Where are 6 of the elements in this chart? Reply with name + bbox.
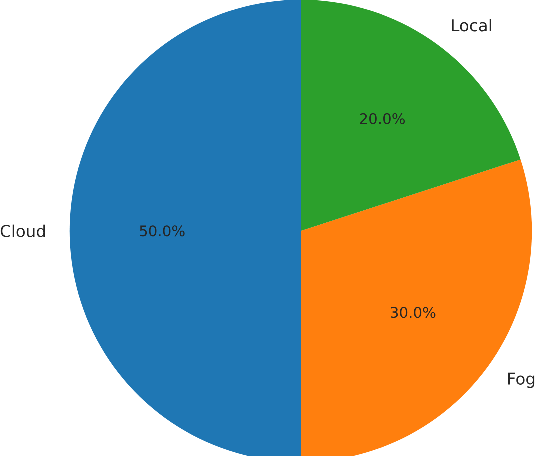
- data-label: 20.0%: [360, 114, 405, 125]
- data-label: 30.0%: [391, 307, 436, 318]
- data-label: 50.0%: [140, 226, 185, 237]
- slice-label: Local: [452, 19, 492, 32]
- slice-label: Fog: [508, 373, 535, 388]
- slice-label: Cloud: [0, 224, 46, 238]
